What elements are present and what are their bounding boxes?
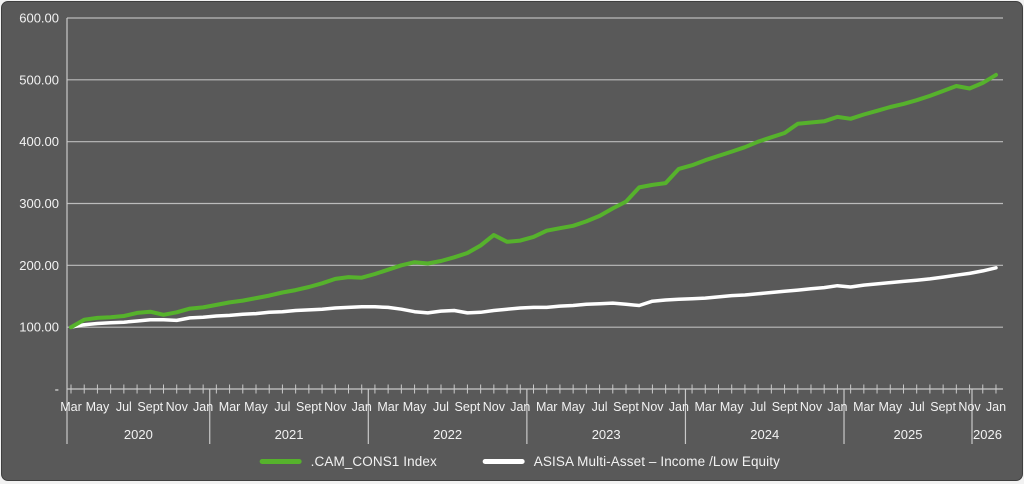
x-month-label: Sept — [296, 400, 322, 414]
x-month-label: May — [244, 400, 268, 414]
y-axis-label: 300.00 — [19, 196, 59, 211]
x-month-label: Mar — [377, 400, 399, 414]
x-month-label: Mar — [536, 400, 558, 414]
x-month-label: Nov — [800, 400, 823, 414]
x-month-label: Sept — [455, 400, 481, 414]
legend-label-cam-cons1: .CAM_CONS1 Index — [310, 454, 437, 469]
x-month-label: Sept — [613, 400, 639, 414]
x-month-label: Sept — [930, 400, 956, 414]
x-month-label: Jul — [116, 400, 132, 414]
x-month-label: Jan — [352, 400, 372, 414]
y-axis-label: 600.00 — [19, 11, 59, 26]
x-month-label: Sept — [137, 400, 163, 414]
x-month-label: Sept — [772, 400, 798, 414]
x-month-label: Jan — [986, 400, 1006, 414]
x-month-label: Mar — [219, 400, 241, 414]
x-year-label: 2026 — [973, 427, 1002, 442]
x-year-label: 2020 — [124, 427, 153, 442]
x-month-label: Nov — [166, 400, 189, 414]
series-line — [69, 266, 998, 329]
x-month-label: Jan — [193, 400, 213, 414]
legend-item-cam-cons1: .CAM_CONS1 Index — [259, 454, 437, 469]
x-month-label: May — [720, 400, 744, 414]
x-month-label: Jan — [510, 400, 530, 414]
x-month-label: Jul — [750, 400, 766, 414]
legend-item-asisa: ASISA Multi-Asset – Income /Low Equity — [482, 454, 780, 469]
x-month-label: Nov — [958, 400, 981, 414]
series-line — [69, 72, 998, 330]
x-month-label: Mar — [695, 400, 717, 414]
x-month-label: Nov — [483, 400, 506, 414]
x-month-label: May — [878, 400, 902, 414]
x-month-label: Jan — [827, 400, 847, 414]
x-year-label: 2023 — [592, 427, 621, 442]
y-axis-label: 200.00 — [19, 258, 59, 273]
x-month-label: Jul — [274, 400, 290, 414]
x-month-label: Nov — [324, 400, 347, 414]
x-year-label: 2022 — [433, 427, 462, 442]
y-axis-label: 100.00 — [19, 320, 59, 335]
x-year-label: 2021 — [275, 427, 304, 442]
x-year-label: 2024 — [750, 427, 779, 442]
x-month-label: Nov — [641, 400, 664, 414]
x-month-label: Jul — [592, 400, 608, 414]
x-month-label: Mar — [853, 400, 875, 414]
x-month-label: May — [561, 400, 585, 414]
x-month-label: Jul — [909, 400, 925, 414]
x-month-label: May — [403, 400, 427, 414]
legend-swatch-cam-cons1 — [259, 459, 302, 464]
y-axis-label: 500.00 — [19, 72, 59, 87]
x-month-label: May — [86, 400, 110, 414]
legend-swatch-asisa — [482, 459, 525, 464]
chart-legend: .CAM_CONS1 Index ASISA Multi-Asset – Inc… — [259, 454, 780, 469]
legend-label-asisa: ASISA Multi-Asset – Income /Low Equity — [533, 454, 780, 469]
x-year-label: 2025 — [894, 427, 923, 442]
x-month-label: Jul — [433, 400, 449, 414]
y-axis-label: 400.00 — [19, 134, 59, 149]
x-month-label: Jan — [669, 400, 689, 414]
y-axis-label: - — [55, 382, 59, 397]
x-month-label: Mar — [60, 400, 82, 414]
